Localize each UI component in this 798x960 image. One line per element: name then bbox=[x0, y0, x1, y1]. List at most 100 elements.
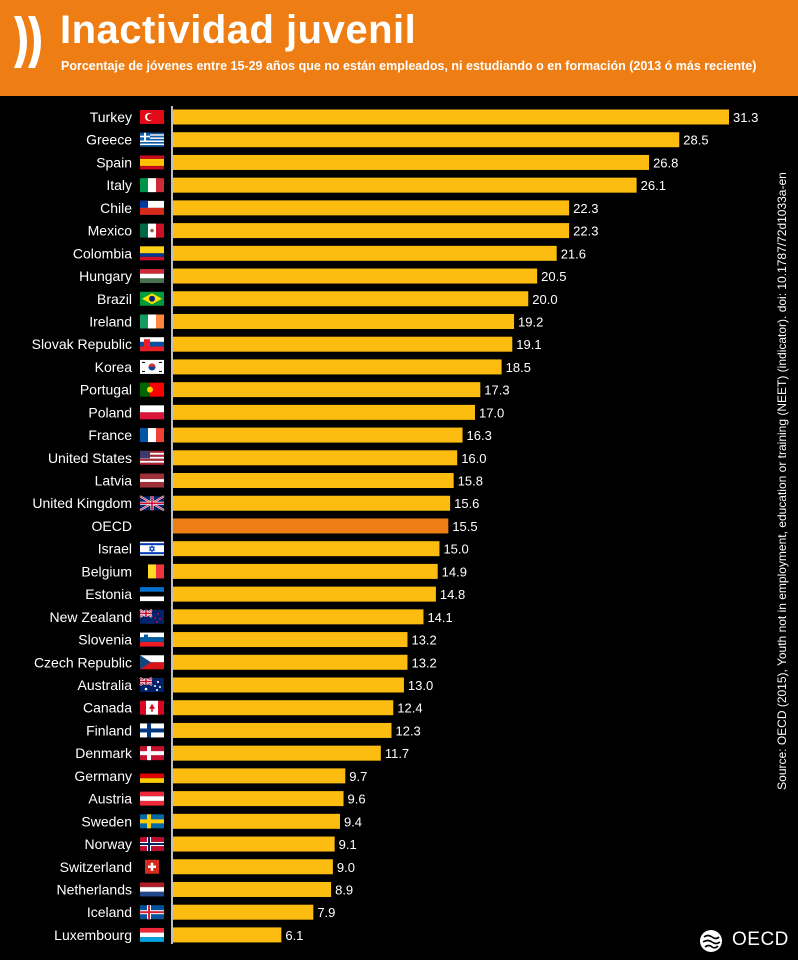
flag-luxembourg-icon bbox=[140, 927, 164, 942]
value-label-france: 16.3 bbox=[467, 428, 492, 443]
flag-hungary-icon bbox=[140, 269, 164, 284]
category-label-brazil: Brazil bbox=[97, 291, 132, 307]
bar-canada bbox=[173, 700, 394, 716]
flag-israel-icon bbox=[140, 541, 164, 556]
category-label-switzerland: Switzerland bbox=[60, 859, 132, 875]
value-label-mexico: 22.3 bbox=[573, 224, 598, 239]
value-label-norway: 9.1 bbox=[339, 837, 357, 852]
value-label-oecd: 15.5 bbox=[452, 519, 477, 534]
value-label-hungary: 20.5 bbox=[541, 269, 566, 284]
category-label-turkey: Turkey bbox=[90, 109, 132, 125]
category-label-belgium: Belgium bbox=[81, 563, 132, 579]
flag-slovenia-icon bbox=[140, 632, 164, 647]
bar-spain bbox=[173, 154, 650, 170]
value-label-new-zealand: 14.1 bbox=[427, 610, 452, 625]
flag-norway-icon bbox=[140, 837, 164, 852]
flag-brazil-icon bbox=[140, 291, 164, 306]
flag-united-states-icon bbox=[140, 450, 164, 465]
category-label-oecd: OECD bbox=[92, 518, 132, 534]
value-label-sweden: 9.4 bbox=[344, 814, 362, 829]
category-label-australia: Australia bbox=[78, 677, 133, 693]
bar-turkey bbox=[173, 109, 729, 125]
category-label-denmark: Denmark bbox=[75, 745, 133, 761]
flag-iceland-icon bbox=[140, 905, 164, 920]
bar-greece bbox=[173, 132, 680, 148]
bar-denmark bbox=[173, 745, 381, 761]
bar-chart: Turkey 31.3 Greece 28.5 Spain 26.8 Italy 26.1 Ch… bbox=[32, 106, 758, 944]
bar-united-states bbox=[173, 450, 458, 466]
oecd-brand: OECD bbox=[732, 929, 789, 950]
value-label-canada: 12.4 bbox=[397, 701, 422, 716]
category-label-ireland: Ireland bbox=[89, 313, 132, 329]
category-label-colombia: Colombia bbox=[73, 245, 132, 261]
category-label-iceland: Iceland bbox=[87, 904, 132, 920]
category-label-norway: Norway bbox=[85, 836, 132, 852]
category-label-netherlands: Netherlands bbox=[57, 881, 133, 897]
value-label-belgium: 14.9 bbox=[442, 564, 467, 579]
category-label-greece: Greece bbox=[86, 132, 132, 148]
flag-czech-republic-icon bbox=[140, 655, 164, 670]
flag-chile-icon bbox=[140, 200, 164, 215]
bar-slovak-republic bbox=[173, 336, 513, 352]
value-label-denmark: 11.7 bbox=[385, 746, 409, 761]
category-label-united-states: United States bbox=[48, 450, 132, 466]
value-label-israel: 15.0 bbox=[443, 542, 468, 557]
category-label-poland: Poland bbox=[88, 404, 132, 420]
bar-latvia bbox=[173, 473, 454, 489]
bar-hungary bbox=[173, 268, 538, 284]
flag-mexico-icon bbox=[140, 223, 164, 238]
bar-poland bbox=[173, 404, 475, 420]
oecd-globe-icon bbox=[700, 930, 722, 952]
bar-switzerland bbox=[173, 859, 333, 875]
category-label-canada: Canada bbox=[83, 700, 132, 716]
bar-france bbox=[173, 427, 463, 443]
flag-denmark-icon bbox=[140, 746, 164, 761]
category-label-chile: Chile bbox=[100, 200, 132, 216]
bar-chile bbox=[173, 200, 570, 216]
category-label-portugal: Portugal bbox=[80, 382, 132, 398]
category-label-new-zealand: New Zealand bbox=[50, 609, 133, 625]
flag-colombia-icon bbox=[140, 246, 164, 261]
flag-belgium-icon bbox=[140, 564, 164, 579]
category-label-estonia: Estonia bbox=[85, 586, 132, 602]
value-label-united-kingdom: 15.6 bbox=[454, 496, 479, 511]
value-label-ireland: 19.2 bbox=[518, 314, 543, 329]
bar-new-zealand bbox=[173, 609, 424, 625]
category-label-spain: Spain bbox=[96, 154, 132, 170]
value-label-netherlands: 8.9 bbox=[335, 882, 353, 897]
flag-turkey-icon bbox=[140, 110, 164, 124]
flag-switzerland-icon bbox=[145, 859, 159, 874]
value-label-latvia: 15.8 bbox=[458, 474, 483, 489]
category-label-slovak-republic: Slovak Republic bbox=[32, 336, 132, 352]
category-label-austria: Austria bbox=[88, 791, 132, 807]
category-label-france: France bbox=[88, 427, 132, 443]
bar-czech-republic bbox=[173, 654, 408, 670]
bar-colombia bbox=[173, 245, 557, 261]
value-label-slovak-republic: 19.1 bbox=[516, 337, 541, 352]
category-label-korea: Korea bbox=[95, 359, 133, 375]
value-label-austria: 9.6 bbox=[348, 792, 366, 807]
flag-korea-icon bbox=[140, 359, 164, 374]
bar-italy bbox=[173, 177, 637, 193]
flag-poland-icon bbox=[140, 405, 164, 420]
category-label-israel: Israel bbox=[98, 541, 132, 557]
flag-estonia-icon bbox=[140, 587, 164, 602]
flag-australia-icon bbox=[139, 677, 164, 692]
bar-mexico bbox=[173, 223, 570, 239]
bar-sweden bbox=[173, 813, 340, 829]
oecd-chevrons-icon bbox=[14, 16, 41, 68]
category-label-united-kingdom: United Kingdom bbox=[32, 495, 132, 511]
bar-brazil bbox=[173, 291, 529, 307]
flag-finland-icon bbox=[140, 723, 164, 738]
flag-new-zealand-icon bbox=[139, 608, 164, 624]
bar-australia bbox=[173, 677, 404, 693]
value-label-spain: 26.8 bbox=[653, 155, 678, 170]
value-label-finland: 12.3 bbox=[395, 723, 420, 738]
value-label-switzerland: 9.0 bbox=[337, 860, 355, 875]
category-label-mexico: Mexico bbox=[88, 223, 133, 239]
bar-luxembourg bbox=[173, 927, 282, 943]
flag-france-icon bbox=[140, 428, 164, 443]
flag-united-kingdom-icon bbox=[139, 495, 165, 512]
chart-subtitle: Porcentaje de jóvenes entre 15-29 años q… bbox=[61, 59, 757, 73]
value-label-chile: 22.3 bbox=[573, 201, 598, 216]
